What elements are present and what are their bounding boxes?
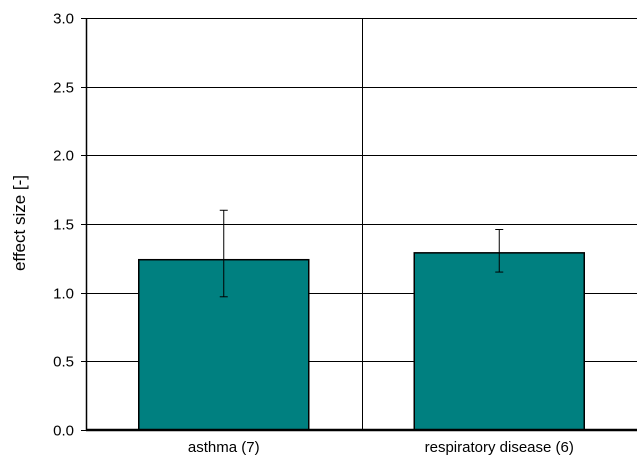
- y-tick-label: 0.5: [53, 354, 74, 371]
- y-tick-label: 2.5: [53, 80, 74, 97]
- y-axis-title: effect size [-]: [10, 175, 29, 271]
- y-tick-label: 3.0: [53, 11, 74, 28]
- x-category-label-layer: asthma (7) respiratory disease (6): [188, 439, 574, 456]
- y-tick-label: 0.0: [53, 423, 74, 440]
- error-bar-layer: [219, 209, 504, 298]
- axis-layer: [81, 18, 637, 432]
- bar-1: [413, 252, 585, 431]
- y-tick-label: 2.0: [53, 148, 74, 165]
- y-tick-label: 1.5: [53, 217, 74, 234]
- y-tick-label: 1.0: [53, 286, 74, 303]
- x-category-label: asthma (7): [188, 439, 260, 456]
- bar-layer: [138, 252, 585, 431]
- y-tick-label-layer: 0.0 0.5 1.0 1.5 2.0 2.5 3.0: [53, 11, 74, 440]
- x-category-label: respiratory disease (6): [425, 439, 574, 456]
